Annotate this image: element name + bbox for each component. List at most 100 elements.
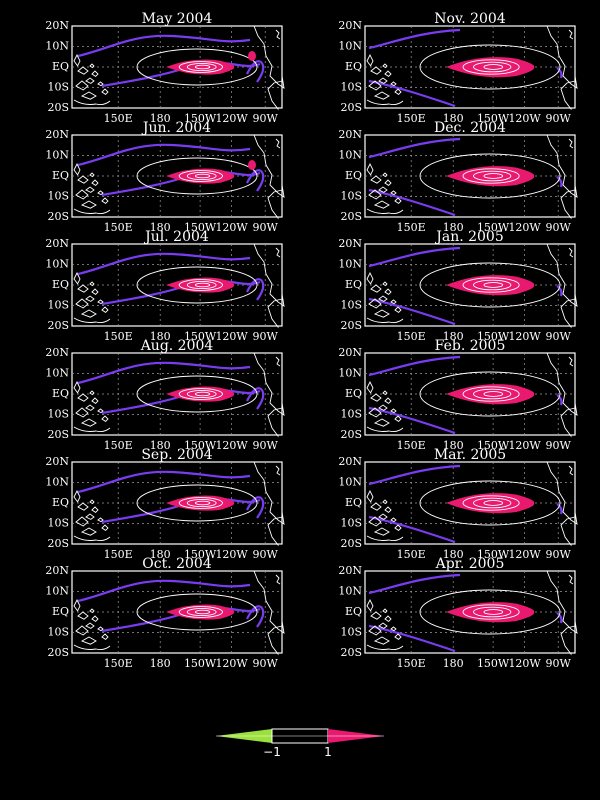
coastline-island — [73, 271, 81, 285]
latitude-label: EQ — [52, 496, 69, 509]
anomaly-contour — [194, 609, 211, 615]
coastline-islands-east — [568, 138, 574, 149]
longitude-label: 150E — [104, 221, 133, 234]
anomaly-contour — [194, 64, 211, 70]
negative-contour — [368, 246, 461, 268]
latitude-label: 20S — [47, 428, 69, 441]
coastline-island — [378, 77, 388, 84]
longitude-label: 150W — [477, 439, 510, 452]
longitude-label: 150W — [184, 439, 217, 452]
coastline-islands-east — [275, 465, 281, 476]
latitude-label: 20N — [45, 237, 69, 250]
anomaly-contour — [419, 44, 561, 90]
longitude-label: 150E — [397, 548, 426, 561]
longitude-label: 120W — [215, 657, 248, 670]
longitude-label: 90W — [546, 330, 572, 343]
anomaly-contour — [136, 593, 258, 631]
latitude-label: 10N — [45, 585, 69, 598]
coastline-island — [366, 162, 374, 176]
anomaly-contour — [473, 497, 512, 509]
coastline-island — [373, 91, 390, 100]
coastline-island — [77, 611, 89, 620]
coastline-south-america — [560, 189, 576, 220]
longitude-label: 90W — [253, 548, 279, 561]
coastline-island — [378, 513, 388, 520]
coastline-island — [370, 66, 382, 75]
coastline-island — [75, 298, 89, 309]
coastline-island — [368, 298, 382, 309]
colorbar-label: 1 — [324, 745, 332, 759]
latitude-label: 20N — [338, 455, 362, 468]
coastline-island — [77, 502, 89, 511]
latitude-label: EQ — [345, 278, 362, 291]
coastline-island — [80, 91, 97, 100]
anomaly-contour — [186, 280, 217, 290]
latitude-label: 20S — [47, 537, 69, 550]
coastline-island — [75, 407, 89, 418]
coastline-island — [366, 489, 374, 503]
map-panel: Oct. 2004 20N 10N EQ 10S 20S 150E 180 150W 120W 90… — [45, 556, 285, 670]
coastline-central-america — [253, 352, 285, 416]
longitude-label: 120W — [508, 548, 541, 561]
anomaly-contour — [473, 388, 512, 400]
longitude-label: 150E — [397, 221, 426, 234]
coastline-island — [75, 516, 89, 527]
latitude-label: EQ — [345, 387, 362, 400]
longitude-label: 90W — [546, 112, 572, 125]
coastline-island — [378, 404, 388, 411]
coastline-australia — [366, 535, 404, 542]
longitude-label: 150E — [397, 657, 426, 670]
latitude-label: 10N — [338, 40, 362, 53]
coastline-south-america — [267, 189, 283, 220]
coastline-island — [382, 499, 388, 505]
coastline-island — [73, 489, 81, 503]
longitude-label: 120W — [508, 657, 541, 670]
coastline-island — [384, 615, 392, 622]
coastline-island — [382, 390, 388, 396]
coastline-south-america — [560, 516, 576, 547]
coastline-australia — [366, 99, 404, 106]
coastline-island — [373, 309, 390, 318]
coastline-island — [80, 200, 97, 209]
coastline-island — [373, 527, 390, 536]
latitude-label: 20N — [45, 455, 69, 468]
coastline-australia — [366, 426, 404, 433]
coastline-island — [366, 271, 374, 285]
anomaly-contour — [186, 498, 217, 508]
negative-contour — [368, 137, 461, 159]
coastline-island — [390, 299, 397, 305]
latitude-label: 10N — [45, 258, 69, 271]
panel-title: Oct. 2004 — [142, 556, 212, 572]
latitude-label: EQ — [345, 169, 362, 182]
latitude-label: 20S — [47, 646, 69, 659]
latitude-label: EQ — [52, 60, 69, 73]
anomaly-contour — [462, 604, 520, 620]
latitude-label: 10S — [340, 408, 362, 421]
coastline-island — [89, 608, 95, 614]
coastline-island — [80, 636, 97, 645]
latitude-label: EQ — [52, 169, 69, 182]
coastline-island — [370, 393, 382, 402]
coastline-central-america — [546, 570, 578, 634]
map-panel: Feb. 2005 20N 10N EQ 10S 20S 150E 180 150W 120W 90… — [338, 338, 578, 452]
coastline-island — [101, 633, 109, 640]
coastline-south-america — [560, 298, 576, 329]
longitude-label: 150W — [184, 657, 217, 670]
coastline-island — [85, 295, 95, 302]
coastline-island — [85, 513, 95, 520]
coastline-island — [97, 626, 104, 632]
negative-contour — [77, 470, 251, 494]
coastline-island — [97, 408, 104, 414]
anomaly-contour — [136, 157, 258, 195]
anomaly-contour — [462, 168, 520, 184]
coastline-island — [390, 81, 397, 87]
latitude-label: 10S — [47, 626, 69, 639]
coastline-island — [80, 309, 97, 318]
coastline-island — [101, 415, 109, 422]
coastline-island — [370, 502, 382, 511]
longitude-label: 120W — [215, 112, 248, 125]
longitude-label: 120W — [215, 439, 248, 452]
coastline-islands-east — [275, 356, 281, 367]
panel-title: Jan. 2005 — [434, 229, 504, 245]
coastline-island — [73, 53, 81, 67]
